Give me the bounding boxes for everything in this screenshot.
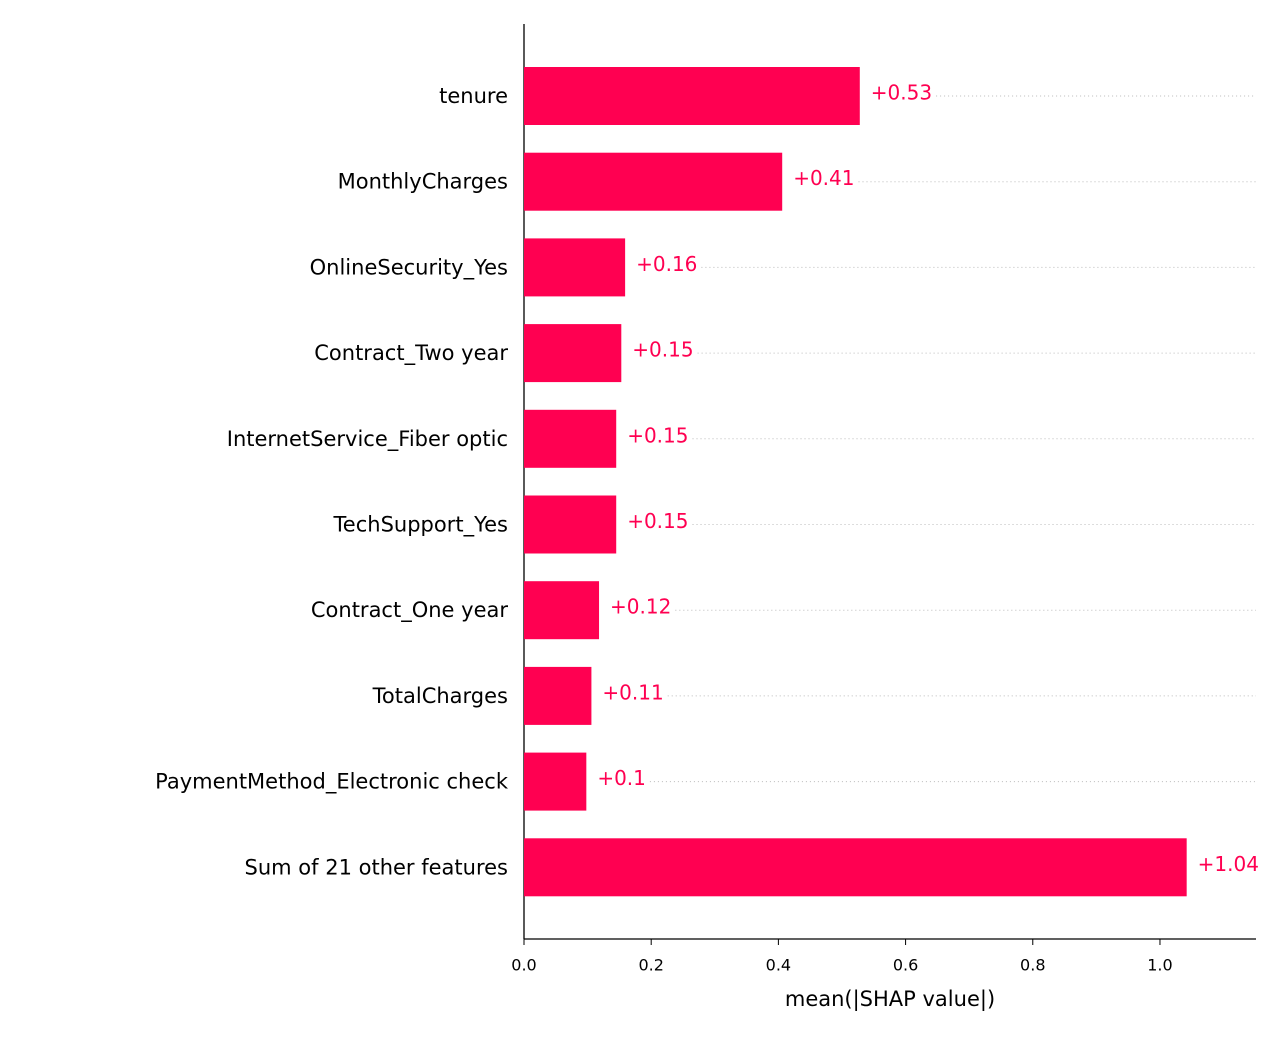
bar xyxy=(524,324,622,383)
bar xyxy=(524,752,587,811)
x-tick-label: 0.4 xyxy=(766,956,791,975)
bar xyxy=(524,67,860,125)
x-tick-label: 1.0 xyxy=(1147,956,1172,975)
value-label: +0.16 xyxy=(636,252,697,276)
value-label: +0.15 xyxy=(627,509,688,533)
value-label: +0.1 xyxy=(597,766,646,790)
x-axis-label: mean(|SHAP value|) xyxy=(785,987,995,1012)
bar xyxy=(524,238,626,297)
category-label: InternetService_Fiber optic xyxy=(227,427,508,452)
category-label: MonthlyCharges xyxy=(338,170,508,194)
x-tick-label: 0.2 xyxy=(638,956,663,975)
bar xyxy=(524,666,592,725)
value-label: +0.15 xyxy=(627,423,688,447)
x-tick-label: 0.0 xyxy=(511,956,536,975)
bar xyxy=(524,409,617,468)
bar xyxy=(524,838,1187,897)
x-tick-label: 0.8 xyxy=(1020,956,1045,975)
bar xyxy=(524,581,600,640)
category-label: TotalCharges xyxy=(372,684,508,708)
bar xyxy=(524,495,617,554)
category-label: PaymentMethod_Electronic check xyxy=(155,770,509,795)
bar xyxy=(524,152,783,211)
category-label: Contract_One year xyxy=(311,598,508,623)
category-label: tenure xyxy=(439,84,508,108)
category-label: OnlineSecurity_Yes xyxy=(310,255,508,280)
value-label: +0.15 xyxy=(632,338,693,362)
category-label: Sum of 21 other features xyxy=(245,855,508,879)
value-label: +1.04 xyxy=(1198,852,1259,876)
value-label: +0.41 xyxy=(793,166,854,190)
value-label: +0.11 xyxy=(602,680,663,704)
value-label: +0.12 xyxy=(610,595,671,619)
category-label: TechSupport_Yes xyxy=(333,513,508,538)
category-label: Contract_Two year xyxy=(314,341,508,366)
x-tick-label: 0.6 xyxy=(893,956,918,975)
value-label: +0.53 xyxy=(871,81,932,105)
